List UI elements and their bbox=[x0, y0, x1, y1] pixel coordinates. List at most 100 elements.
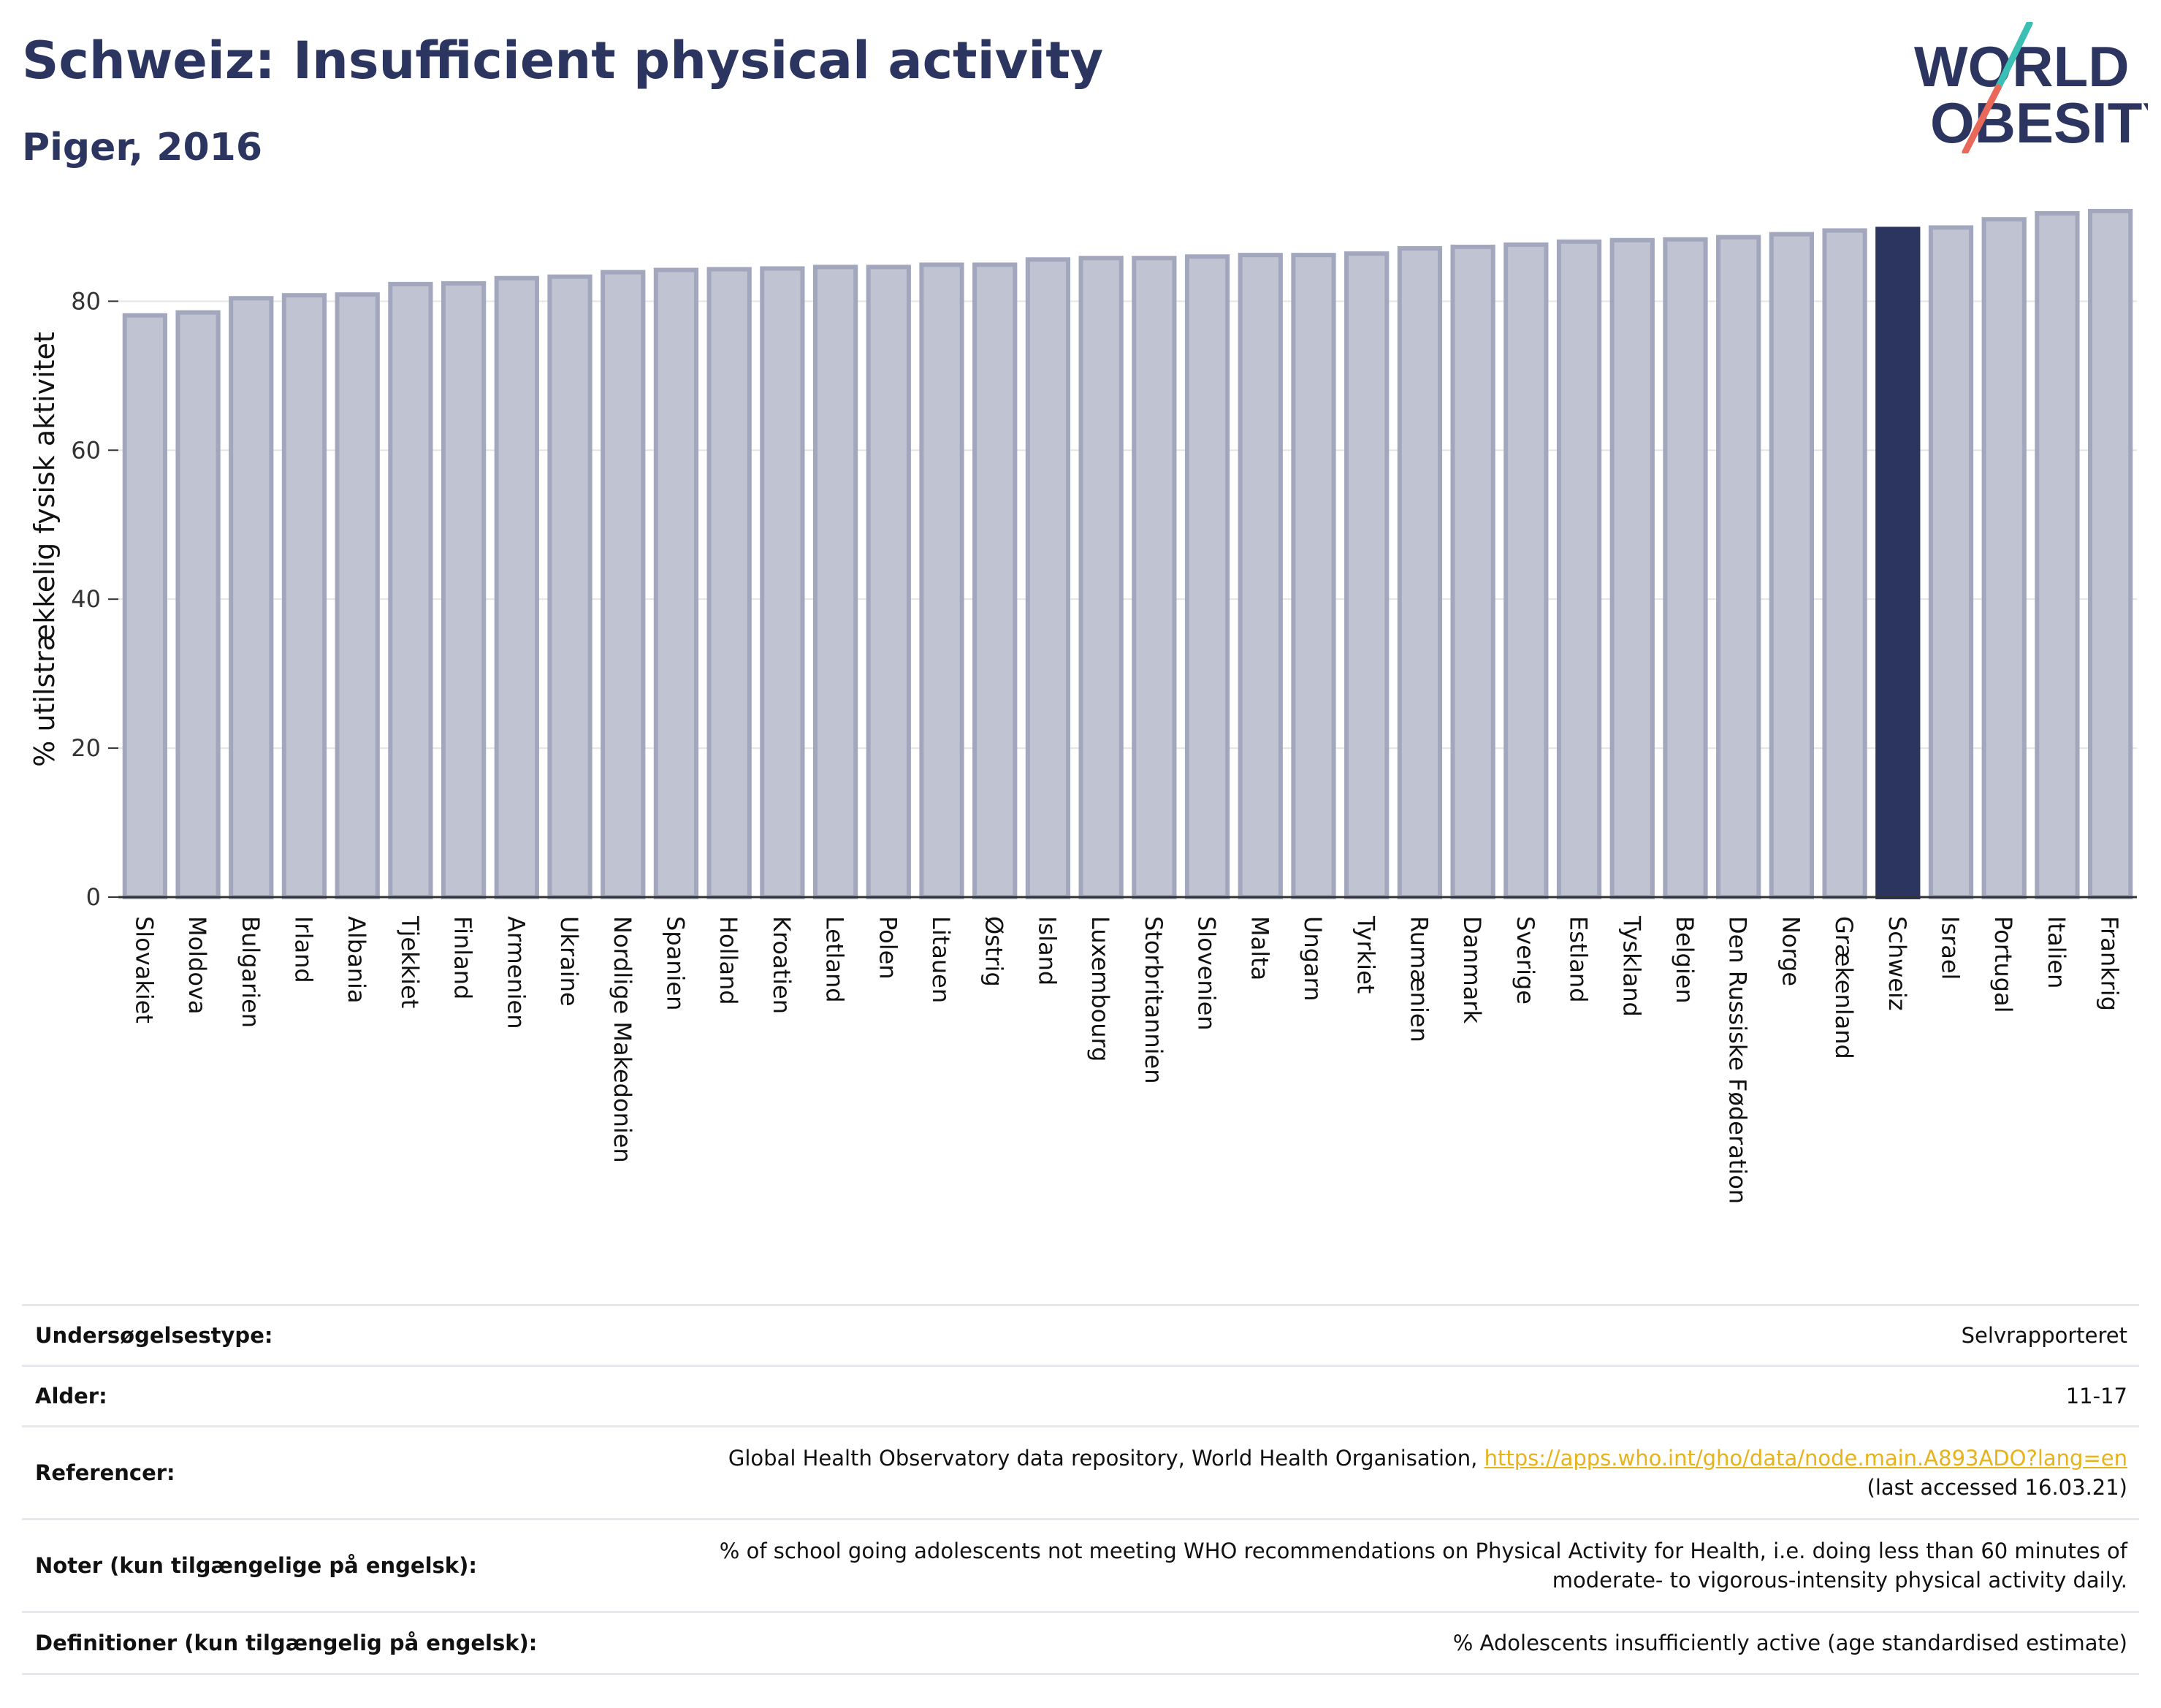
notes-line-2: moderate- to vigorous-intensity physical… bbox=[1552, 1568, 2127, 1593]
reference-link[interactable]: https://apps.who.int/gho/data/node.main.… bbox=[1484, 1446, 2127, 1471]
bar bbox=[2035, 211, 2080, 899]
bar-highlight bbox=[1875, 226, 1921, 899]
x-tick-label: Malta bbox=[1246, 916, 1273, 980]
bar bbox=[760, 266, 805, 900]
meta-row-survey-type: Undersøgelsestype: Selvrapporteret bbox=[22, 1304, 2139, 1366]
y-tick-label: 80 bbox=[71, 287, 101, 315]
meta-key: Referencer: bbox=[22, 1425, 590, 1520]
x-tick-label: Bulgarien bbox=[237, 916, 264, 1028]
bar bbox=[388, 281, 433, 899]
bar bbox=[1450, 244, 1495, 899]
bar bbox=[1716, 235, 1761, 899]
x-tick-label: Belgien bbox=[1671, 916, 1699, 1004]
bar bbox=[229, 296, 274, 899]
bar bbox=[1397, 245, 1443, 900]
bar bbox=[547, 274, 592, 900]
bar bbox=[1291, 253, 1336, 900]
meta-row-references: Referencer: Global Health Observatory da… bbox=[22, 1425, 2139, 1520]
x-tick-label: Østrig bbox=[980, 916, 1008, 987]
x-tick-label: Ukraine bbox=[555, 916, 583, 1007]
notes-line-1: % of school going adolescents not meetin… bbox=[719, 1539, 2127, 1563]
bar bbox=[2088, 208, 2133, 900]
x-tick-label: Tyskland bbox=[1617, 915, 1645, 1017]
bar bbox=[1981, 217, 2027, 899]
x-tick-label: Rumænien bbox=[1405, 916, 1433, 1042]
bar bbox=[653, 267, 699, 900]
bars-layer bbox=[122, 208, 2133, 900]
meta-key: Alder: bbox=[22, 1365, 590, 1427]
logo-slash-coral bbox=[1962, 84, 2002, 153]
bar bbox=[919, 262, 964, 899]
bar bbox=[122, 313, 167, 900]
y-tick-label: 40 bbox=[71, 585, 101, 613]
x-tick-label: Den Russiske Føderation bbox=[1724, 916, 1752, 1204]
x-tick-label: Danmark bbox=[1458, 916, 1486, 1023]
bar bbox=[1503, 242, 1549, 900]
meta-row-definitions: Definitioner (kun tilgængelig på engelsk… bbox=[22, 1611, 2139, 1675]
bar bbox=[441, 281, 487, 900]
meta-value: Selvrapporteret bbox=[590, 1304, 2139, 1366]
bar bbox=[1184, 254, 1230, 900]
bar bbox=[175, 310, 221, 899]
x-tick-label: Ungarn bbox=[1299, 916, 1327, 1002]
x-tick-label: Frankrig bbox=[2096, 916, 2124, 1011]
bar bbox=[335, 292, 380, 899]
x-tick-label: Moldova bbox=[183, 916, 211, 1015]
bar bbox=[601, 270, 646, 899]
y-tick-label: 0 bbox=[86, 883, 101, 911]
meta-value: Global Health Observatory data repositor… bbox=[590, 1425, 2139, 1520]
meta-row-age: Alder: 11-17 bbox=[22, 1365, 2139, 1427]
x-tick-label: Israel bbox=[1937, 916, 1964, 980]
x-tick-label: Slovakiet bbox=[130, 916, 158, 1023]
bar bbox=[1078, 256, 1124, 899]
bar bbox=[494, 275, 539, 899]
x-tick-label: Sverige bbox=[1512, 916, 1539, 1004]
meta-value: % of school going adolescents not meetin… bbox=[590, 1518, 2139, 1612]
meta-key: Undersøgelsestype: bbox=[22, 1304, 590, 1366]
meta-key: Definitioner (kun tilgængelig på engelsk… bbox=[22, 1611, 590, 1675]
x-tick-label: Polen bbox=[874, 916, 902, 980]
x-tick-label: Portugal bbox=[1989, 916, 2017, 1013]
bar bbox=[812, 264, 858, 899]
x-labels-layer: Slovakiet Moldova Bulgarien Irland Albania Tj… bbox=[130, 915, 2123, 1204]
x-tick-label: Spanien bbox=[661, 916, 689, 1010]
chart-title: Schweiz: Insufficient physical activity bbox=[22, 31, 1104, 91]
x-tick-label: Kroatien bbox=[768, 916, 796, 1014]
x-tick-label: Estland bbox=[1565, 916, 1593, 1003]
meta-value: 11-17 bbox=[590, 1365, 2139, 1427]
x-tick-label: Norge bbox=[1777, 916, 1804, 986]
x-tick-label: Albania bbox=[343, 916, 370, 1003]
bar bbox=[281, 293, 327, 900]
reference-accessed: (last accessed 16.03.21) bbox=[1867, 1475, 2127, 1500]
x-tick-label: Storbritannien bbox=[1140, 916, 1167, 1084]
reference-text: Global Health Observatory data repositor… bbox=[728, 1446, 1485, 1471]
x-tick-label: Finland bbox=[449, 916, 477, 999]
bar bbox=[1822, 228, 1867, 899]
x-tick-label: Litauen bbox=[927, 916, 955, 1003]
bar bbox=[706, 267, 752, 899]
x-tick-label: Island bbox=[1033, 916, 1061, 985]
y-tick-label: 60 bbox=[71, 436, 101, 464]
bar bbox=[1609, 237, 1655, 899]
bar bbox=[866, 264, 911, 899]
x-tick-label: Nordlige Makedonien bbox=[609, 916, 636, 1163]
bar bbox=[1928, 225, 1974, 899]
bar bbox=[972, 262, 1018, 899]
bar-chart: 0 20 40 60 80 Slovakiet Moldova Bulgarien Irlan… bbox=[28, 208, 2137, 1204]
world-obesity-logo: WORLD OBESITY bbox=[1914, 22, 2148, 153]
bar bbox=[1238, 253, 1283, 900]
chart-subtitle: Piger, 2016 bbox=[22, 126, 263, 169]
x-tick-label: Tjekkiet bbox=[396, 915, 424, 1008]
meta-key: Noter (kun tilgængelige på engelsk): bbox=[22, 1518, 590, 1612]
y-axis-title: % utilstrækkelig fysisk aktivitet bbox=[28, 332, 61, 767]
bar bbox=[1769, 232, 1815, 899]
metadata-table: Undersøgelsestype: Selvrapporteret Alder… bbox=[22, 1304, 2139, 1675]
bar bbox=[1132, 256, 1177, 899]
meta-value: % Adolescents insufficiently active (age… bbox=[590, 1611, 2139, 1675]
x-tick-label: Slovenien bbox=[1193, 916, 1221, 1031]
x-tick-label: Italien bbox=[2043, 916, 2070, 988]
x-tick-label: Tyrkiet bbox=[1352, 915, 1380, 994]
y-tick-label: 20 bbox=[71, 734, 101, 762]
x-tick-label: Holland bbox=[714, 916, 742, 1005]
x-tick-label: Grækenland bbox=[1830, 916, 1858, 1059]
